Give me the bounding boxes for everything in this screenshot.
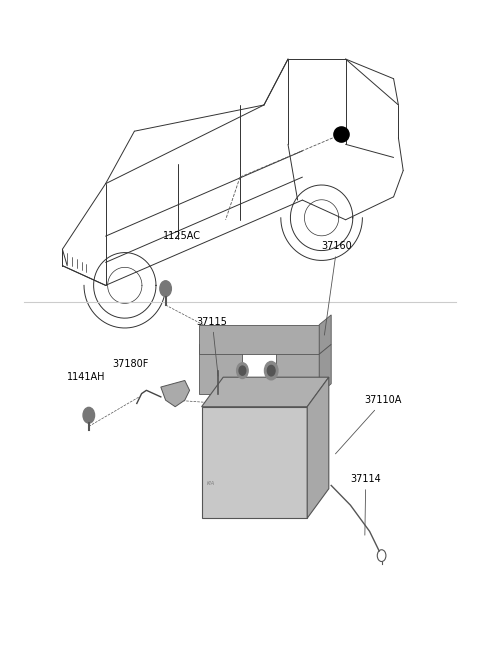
- Polygon shape: [319, 344, 331, 394]
- Polygon shape: [199, 325, 319, 354]
- Text: KIA: KIA: [206, 482, 215, 487]
- Text: 37160: 37160: [322, 241, 352, 335]
- Polygon shape: [276, 344, 319, 394]
- Polygon shape: [199, 344, 242, 394]
- Circle shape: [237, 363, 248, 379]
- Text: 37115: 37115: [197, 317, 228, 376]
- Polygon shape: [161, 380, 190, 407]
- Polygon shape: [202, 407, 307, 518]
- Text: 37180F: 37180F: [112, 359, 149, 369]
- Polygon shape: [307, 377, 329, 518]
- Circle shape: [239, 366, 246, 375]
- Circle shape: [160, 281, 171, 297]
- Circle shape: [264, 361, 278, 380]
- Text: 1125AC: 1125AC: [163, 232, 202, 241]
- Point: [337, 129, 345, 140]
- Polygon shape: [319, 315, 331, 354]
- Text: 37110A: 37110A: [336, 396, 402, 454]
- Circle shape: [83, 407, 95, 423]
- Circle shape: [267, 365, 275, 376]
- Polygon shape: [202, 377, 329, 407]
- Text: 1141AH: 1141AH: [67, 373, 106, 382]
- Text: 37114: 37114: [350, 474, 381, 535]
